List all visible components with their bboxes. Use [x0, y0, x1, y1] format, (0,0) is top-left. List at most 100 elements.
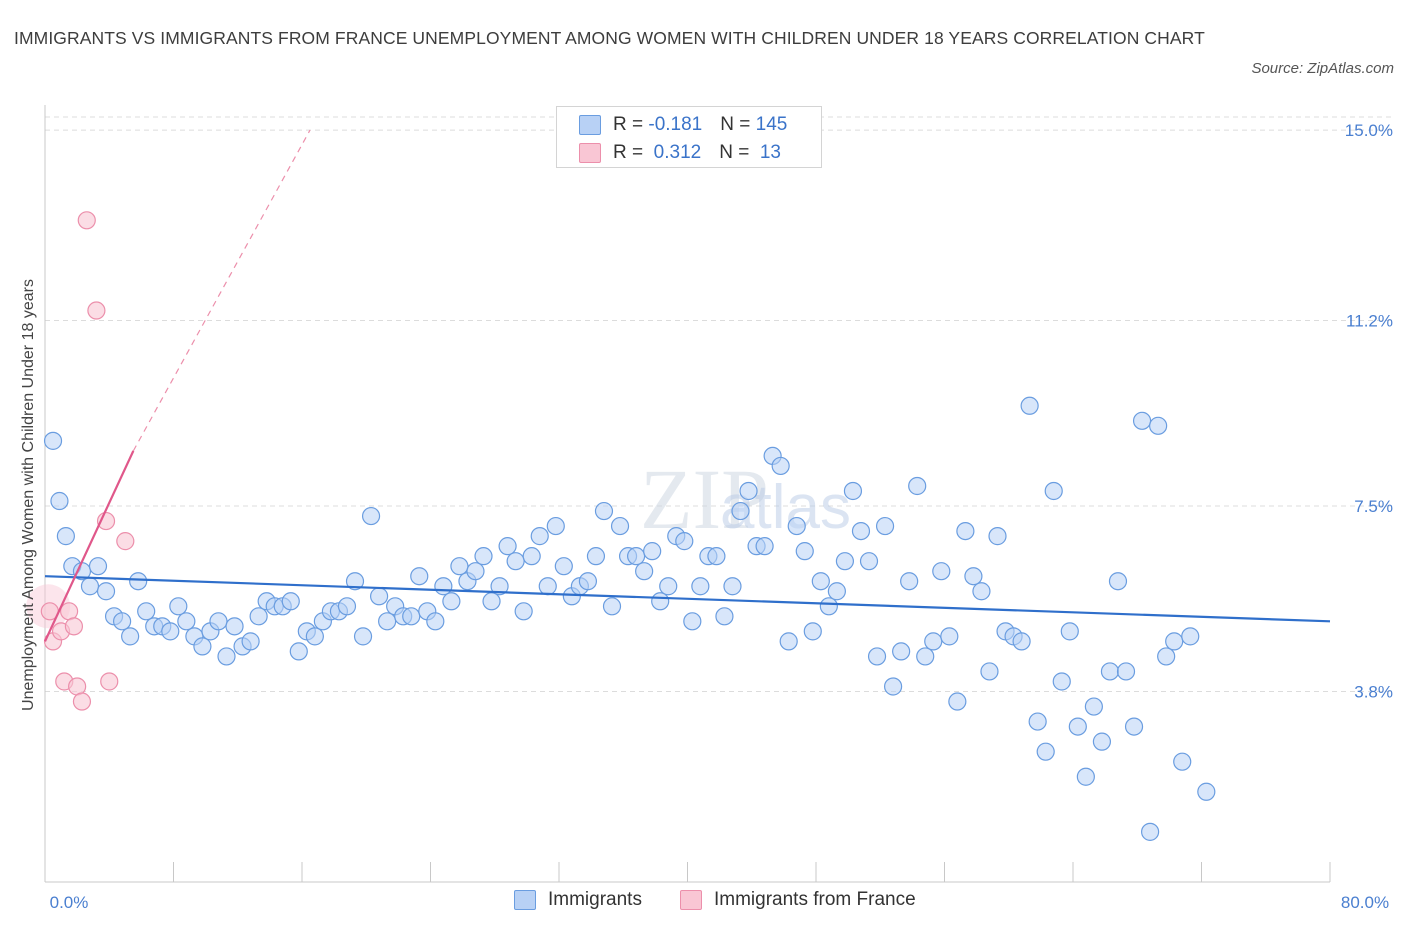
- immigrants-point: [337, 597, 357, 616]
- immigrants-point: [1084, 697, 1103, 716]
- immigrants-point: [121, 627, 140, 646]
- trend-lines: [44, 129, 1331, 642]
- immigrants-point: [281, 592, 300, 611]
- immigrants-point: [586, 547, 606, 566]
- immigrants-point: [819, 597, 838, 616]
- immigrants-point: [434, 577, 453, 596]
- immigrants-point: [554, 557, 573, 576]
- immigrants-point: [972, 582, 991, 601]
- x-tick-label-min: 0.0%: [50, 893, 89, 912]
- y-tick-label: 15.0%: [1345, 121, 1393, 140]
- immigrants-point: [161, 622, 180, 641]
- immigrants-trend-line: [44, 575, 1331, 623]
- tick-labels: 3.8% 7.5% 11.2% 15.0% 0.0% 80.0%: [50, 121, 1393, 912]
- immigrants-point: [851, 521, 871, 541]
- immigrants-point: [129, 572, 148, 591]
- immigrants-point: [1165, 632, 1184, 651]
- chart-title: IMMIGRANTS VS IMMIGRANTS FROM FRANCE UNE…: [14, 28, 1205, 48]
- source-label: Source: ZipAtlas.com: [1251, 60, 1394, 77]
- grid-lines: [45, 116, 1395, 693]
- legend-swatch-pink: [579, 143, 601, 163]
- france-point: [64, 617, 84, 636]
- immigrants-point: [442, 592, 461, 611]
- immigrants-point: [177, 612, 196, 631]
- immigrants-point: [635, 562, 654, 581]
- legend-row-immigrants: R = -0.181 N = 145: [579, 112, 787, 138]
- immigrants-point: [924, 632, 943, 651]
- immigrants-point: [867, 647, 887, 666]
- immigrants-point: [1012, 632, 1031, 651]
- immigrants-point: [1044, 481, 1063, 501]
- immigrants-point: [683, 612, 702, 631]
- immigrants-point: [755, 537, 774, 556]
- immigrants-point: [498, 537, 517, 556]
- legend-n-value: 13: [754, 142, 781, 163]
- x-tick-label-max: 80.0%: [1341, 893, 1389, 912]
- immigrants-point: [932, 562, 951, 581]
- immigrants-point: [305, 627, 324, 646]
- immigrants-point: [378, 612, 397, 631]
- immigrants-point: [1157, 647, 1176, 666]
- immigrants-point: [1124, 717, 1144, 736]
- immigrants-point: [940, 627, 959, 646]
- legend-n-value: 145: [755, 114, 788, 135]
- immigrants-point: [1036, 742, 1055, 761]
- legend-r-label: R =: [613, 114, 649, 135]
- immigrants-point: [426, 612, 445, 631]
- france-point: [87, 301, 106, 320]
- immigrants-point: [659, 577, 678, 596]
- immigrants-point: [908, 476, 927, 496]
- bottom-legend-immigrants[interactable]: Immigrants: [514, 889, 642, 911]
- immigrants-point: [43, 431, 63, 450]
- legend-r-value: 0.312: [648, 142, 702, 163]
- immigrants-point: [723, 577, 742, 596]
- immigrants-point: [1068, 717, 1087, 736]
- france-trend-line: [44, 450, 135, 642]
- immigrants-point: [1060, 622, 1079, 641]
- axes: [44, 105, 1331, 883]
- immigrants-point: [80, 577, 100, 596]
- france-point: [77, 211, 96, 230]
- immigrants-point: [88, 557, 108, 576]
- immigrants-point: [883, 677, 903, 696]
- legend-r-value: -0.181: [648, 114, 703, 135]
- y-axis-label: Unemployment Among Women with Children U…: [20, 279, 37, 711]
- france-point: [59, 602, 79, 621]
- stats-legend: R = -0.181 N = 145 R = 0.312 N = 13: [556, 106, 822, 168]
- immigrants-point: [530, 527, 549, 546]
- immigrants-point: [56, 527, 75, 546]
- immigrants-point: [827, 582, 846, 601]
- immigrants-point: [1052, 672, 1071, 691]
- immigrants-point: [1140, 822, 1160, 841]
- france-trend-extension: [132, 129, 311, 452]
- immigrants-point: [787, 516, 806, 536]
- immigrants-point: [514, 602, 533, 621]
- immigrants-point: [739, 481, 758, 501]
- y-tick-label: 7.5%: [1354, 497, 1393, 516]
- immigrants-point: [353, 627, 373, 646]
- immigrants-point: [96, 582, 116, 601]
- immigrants-point: [795, 542, 814, 561]
- france-point: [68, 677, 87, 696]
- immigrants-point: [715, 607, 734, 626]
- immigrants-point: [1108, 572, 1128, 591]
- immigrants-point: [626, 547, 646, 566]
- immigrants-point: [112, 612, 132, 631]
- immigrants-point: [402, 607, 421, 626]
- immigrants-point: [345, 572, 365, 591]
- immigrants-point: [225, 617, 244, 636]
- immigrants-point: [450, 557, 469, 576]
- immigrants-point: [956, 521, 975, 541]
- bottom-swatch-blue: [514, 890, 536, 910]
- bottom-swatch-pink: [680, 890, 702, 910]
- immigrants-point: [771, 456, 790, 476]
- legend-r-label: R =: [613, 142, 649, 163]
- france-point: [72, 692, 92, 711]
- immigrants-points: [43, 396, 1216, 841]
- immigrants-point: [522, 547, 541, 566]
- immigrants-point: [892, 642, 911, 661]
- immigrants-point: [803, 622, 822, 641]
- bottom-legend-france[interactable]: Immigrants from France: [680, 889, 916, 911]
- immigrants-point: [594, 501, 614, 521]
